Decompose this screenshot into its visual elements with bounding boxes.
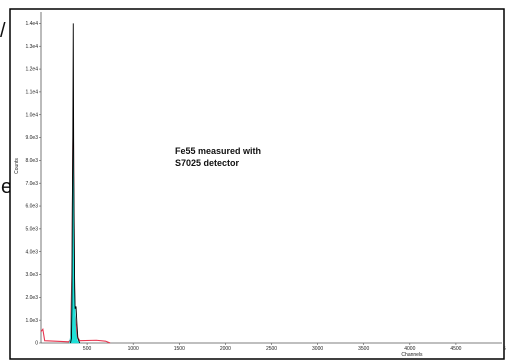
y-tick-label: 9.0e3: [25, 135, 38, 141]
y-tick-label: 1.0e3: [25, 318, 38, 324]
cut-off-text-middle: e: [1, 176, 13, 198]
cut-off-text-top: /: [0, 20, 6, 42]
y-tick-label: 1.0e4: [25, 112, 38, 118]
x-tick-label: 500: [83, 346, 92, 352]
y-tick-label: 1.1e4: [25, 89, 38, 95]
y-tick-label: 6.0e3: [25, 204, 38, 210]
x-tick-label: 3000: [312, 346, 323, 352]
chart-frame: [9, 8, 505, 360]
y-tick-label: 1.3e4: [25, 44, 38, 50]
y-tick-label: 3.0e3: [25, 272, 38, 278]
series-layer: [40, 23, 111, 344]
x-tick-label: 1000: [128, 346, 139, 352]
y-tick-label: 7.0e3: [25, 181, 38, 187]
y-tick-label: 4.0e3: [25, 249, 38, 255]
x-tick-label: 4000: [404, 346, 415, 352]
x-tick-label: 5: [503, 346, 506, 352]
series-black-line: [70, 23, 81, 344]
x-tick-label: 2500: [266, 346, 277, 352]
x-tick-label: 2000: [220, 346, 231, 352]
y-tick-label: 0: [35, 341, 38, 347]
y-tick-label: 2.0e3: [25, 295, 38, 301]
annotation-line-1: Fe55 measured with: [175, 146, 261, 156]
axes: 0 1.0e3 2.0e3 3.0e3 4.0e3 5.0e3 6.0e3 7.0e3 8.0e…: [25, 12, 506, 352]
x-tick-label: 4500: [450, 346, 461, 352]
annotation-line-2: S7025 detector: [175, 158, 240, 168]
y-tick-label: 8.0e3: [25, 158, 38, 164]
y-tick-label: 1.2e4: [25, 67, 38, 73]
x-tick-label: 1500: [174, 346, 185, 352]
x-axis-title: Channels: [401, 352, 423, 358]
y-tick-label: 5.0e3: [25, 226, 38, 232]
x-tick-label: 3500: [358, 346, 369, 352]
y-axis-title: Counts: [14, 158, 20, 174]
y-tick-label: 1.4e4: [25, 21, 38, 27]
